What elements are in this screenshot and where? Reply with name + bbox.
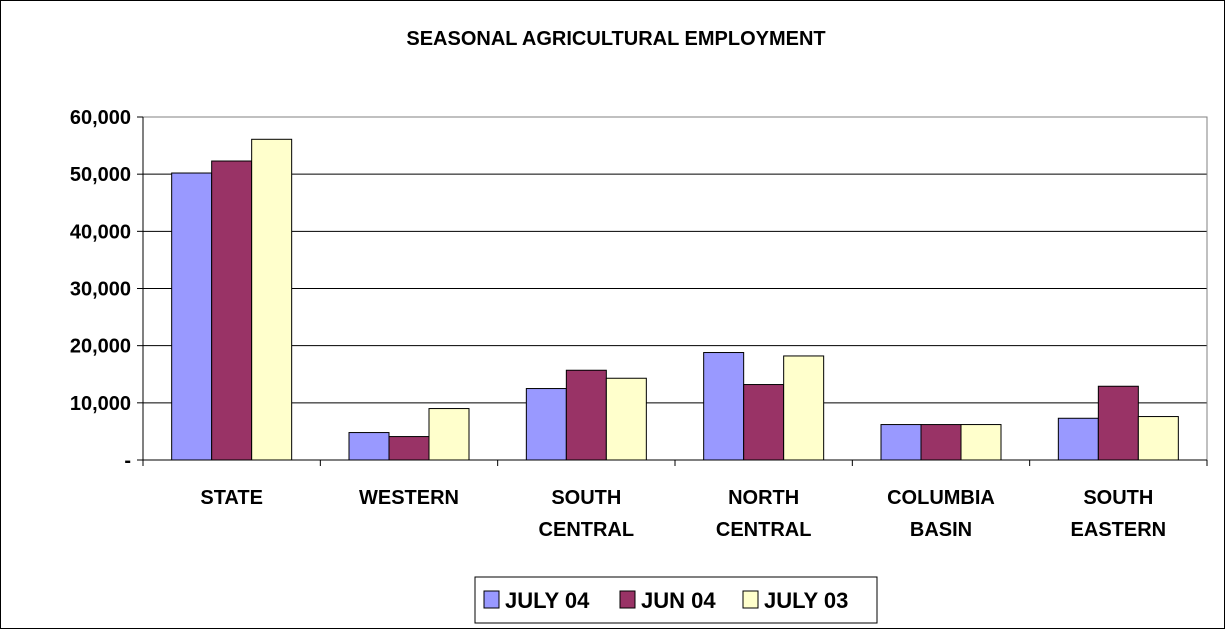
bar-jun-04 <box>1097 385 1139 461</box>
x-tick-label: STATE <box>200 487 263 509</box>
y-tick-label: 60,000 <box>70 107 131 129</box>
bar-july-04 <box>1057 417 1099 461</box>
bar-july-04 <box>880 424 922 461</box>
y-tick-label: - <box>124 450 131 472</box>
y-tick-label: 20,000 <box>70 336 131 358</box>
bar-jun-04 <box>920 424 962 461</box>
y-tick-label: 30,000 <box>70 279 131 301</box>
y-tick-label: 40,000 <box>70 221 131 243</box>
x-tick-label: COLUMBIA BASIN <box>887 487 995 541</box>
bar-july-04 <box>525 388 567 461</box>
axes: - 10,000 20,000 30,000 40,000 50,000 60,000 STA… <box>70 107 1208 541</box>
legend: JULY 04 JUN 04 JULY 03 <box>474 576 878 624</box>
bar-jun-04 <box>743 384 785 461</box>
x-tick-label: WESTERN <box>359 487 459 509</box>
bar-july-04 <box>703 352 745 461</box>
bar-july-03 <box>251 138 293 461</box>
bar-july-03 <box>605 377 647 461</box>
legend-swatch <box>742 590 759 609</box>
y-tick-label: 50,000 <box>70 164 131 186</box>
x-tick-label: SOUTH EASTERN <box>1071 487 1167 541</box>
bar-july-04 <box>348 432 390 461</box>
bar-jun-04 <box>211 160 253 461</box>
bar-july-03 <box>783 355 825 461</box>
bar-july-03 <box>1137 416 1179 461</box>
x-tick-label: SOUTH CENTRAL <box>539 487 635 541</box>
legend-swatch <box>483 590 500 609</box>
bar-july-04 <box>171 172 213 461</box>
bar-jun-04 <box>565 369 607 461</box>
legend-label: JULY 04 <box>505 588 590 613</box>
chart-title: SEASONAL AGRICULTURAL EMPLOYMENT <box>406 28 825 50</box>
bars <box>171 138 1179 461</box>
bar-jun-04 <box>388 436 430 461</box>
gridlines <box>143 116 1207 404</box>
bar-july-03 <box>960 424 1002 461</box>
legend-swatch <box>619 590 636 609</box>
legend-box <box>474 576 878 624</box>
legend-label: JUN 04 <box>641 588 716 613</box>
y-tick-label: 10,000 <box>70 393 131 415</box>
x-tick-label: NORTH CENTRAL <box>716 487 812 541</box>
legend-label: JULY 03 <box>764 588 848 613</box>
bar-july-03 <box>428 408 470 461</box>
